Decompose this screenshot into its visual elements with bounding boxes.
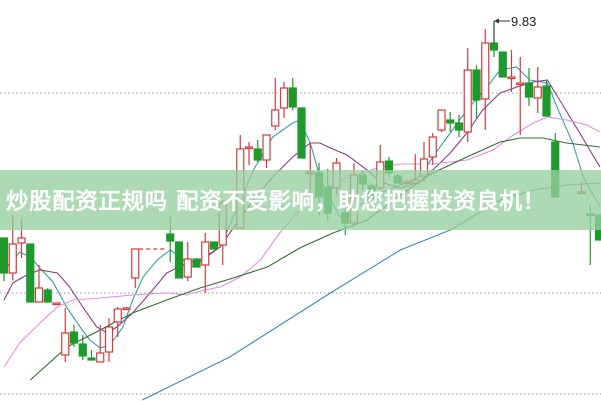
candle-body	[122, 307, 131, 311]
candle-body	[253, 148, 262, 161]
candle-down	[69, 325, 79, 347]
promo-banner: 炒股配资正规吗 配资不受影响，助您把握投资良机！	[0, 170, 601, 230]
candle-body	[8, 243, 17, 274]
candle-down	[253, 140, 262, 162]
candle-up	[34, 265, 44, 303]
candle-body	[507, 76, 516, 80]
candle-down	[524, 68, 534, 106]
candle-up	[271, 78, 280, 130]
candle-body	[43, 289, 52, 303]
candle-up	[201, 233, 210, 293]
candle-body	[454, 122, 464, 131]
candle-up	[96, 325, 105, 363]
candle-body	[489, 42, 499, 51]
candle-up	[428, 133, 437, 165]
candle-down	[542, 80, 551, 117]
candle-down	[87, 350, 96, 361]
candle-body	[183, 258, 192, 278]
candle-body	[166, 233, 175, 242]
candle-up	[113, 307, 122, 337]
candle-body	[472, 69, 481, 101]
candle-body	[463, 69, 472, 133]
candle-up	[481, 29, 490, 130]
candle-body	[0, 237, 9, 274]
candle-body	[542, 85, 551, 117]
candle-body	[131, 248, 140, 279]
candle-down	[297, 107, 306, 159]
candle-up	[122, 307, 131, 311]
candle-body	[192, 258, 201, 268]
candle-up	[262, 134, 271, 168]
candle-up	[131, 248, 140, 288]
candle-down	[26, 243, 35, 303]
candle-body	[524, 82, 534, 98]
peak-price-label: 9.83	[511, 14, 536, 29]
banner-text: 炒股配资正规吗 配资不受影响，助您把握投资良机！	[6, 189, 546, 215]
candle-up	[52, 302, 61, 306]
candle-body	[96, 352, 105, 363]
moving-average-line	[3, 79, 601, 334]
candle-down	[192, 258, 201, 268]
candle-body	[61, 332, 70, 356]
candle-down	[472, 65, 481, 118]
candle-body	[174, 241, 184, 279]
candle-body	[481, 42, 490, 100]
candle-body	[69, 331, 79, 344]
candle-body	[34, 287, 44, 303]
candle-body	[201, 241, 210, 266]
candle-body	[446, 119, 455, 124]
candle-body	[279, 87, 289, 109]
candle-up	[507, 50, 516, 92]
candle-down	[288, 78, 297, 110]
candle-up	[516, 57, 525, 135]
candle-body	[26, 243, 35, 303]
candle-up	[183, 242, 192, 281]
candle-down	[454, 115, 464, 137]
candle-body	[17, 237, 26, 244]
candle-body	[244, 146, 254, 150]
candle-down	[78, 335, 87, 360]
peak-annotation: 9.83	[493, 14, 536, 43]
candle-body	[516, 82, 525, 86]
candle-body	[104, 326, 114, 353]
candle-down	[209, 241, 219, 250]
candle-down	[498, 51, 507, 78]
candle-body	[288, 87, 297, 108]
candle-up	[244, 142, 254, 165]
candle-body	[209, 241, 219, 250]
candle-up	[437, 109, 446, 132]
moving-average-line	[3, 66, 601, 349]
candle-down	[43, 288, 52, 303]
candle-up	[279, 82, 289, 118]
candle-body	[113, 308, 122, 323]
candle-body	[428, 136, 437, 158]
arrow-left-icon	[494, 18, 499, 24]
candle-body	[297, 107, 306, 159]
candle-body	[498, 51, 507, 78]
candle-body	[271, 109, 280, 127]
candle-down	[446, 112, 455, 132]
candle-up	[104, 318, 114, 362]
candle-up	[61, 308, 70, 362]
candle-body	[533, 86, 542, 99]
candle-body	[52, 302, 61, 306]
candle-down	[174, 241, 184, 279]
candle-body	[262, 134, 271, 161]
candle-down	[0, 237, 9, 281]
candle-up	[463, 48, 472, 142]
candle-body	[437, 109, 446, 131]
candle-body	[78, 343, 87, 357]
candle-up	[533, 67, 542, 113]
candle-body	[87, 357, 96, 361]
